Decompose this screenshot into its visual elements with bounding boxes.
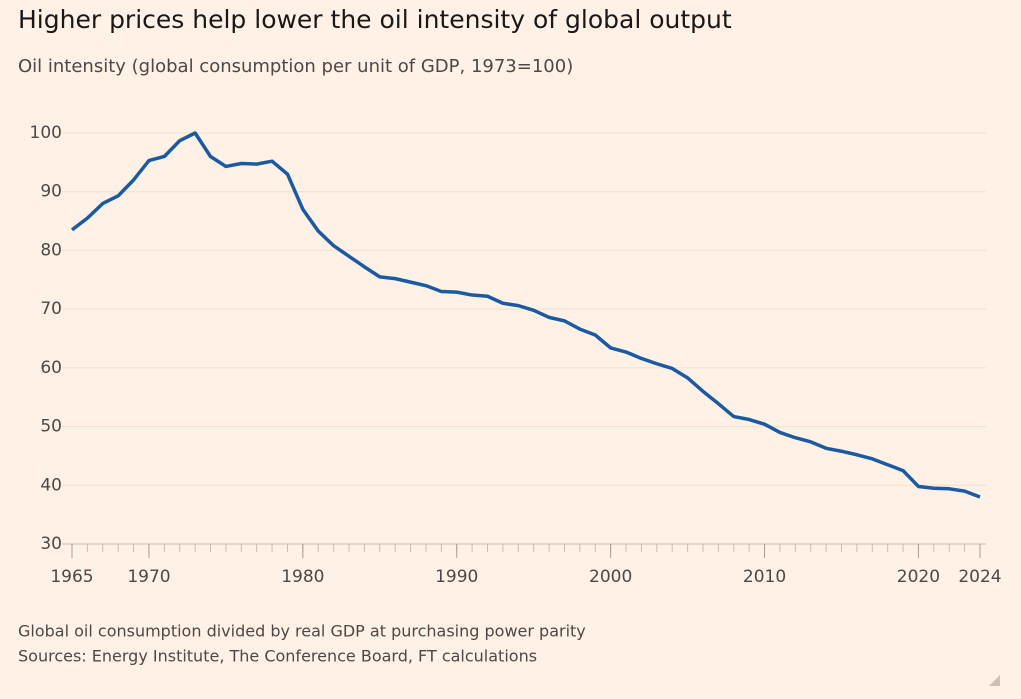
y-tick-label: 50 [40,417,62,437]
note: Global oil consumption divided by real G… [18,622,586,641]
data-line [70,131,981,499]
y-tick-label: 30 [40,534,62,554]
x-tick-label: 2000 [589,567,632,587]
y-tick-label: 60 [40,358,62,378]
chart-title: Higher prices help lower the oil intensi… [18,5,732,34]
x-tick-label: 1970 [127,567,170,587]
y-tick-label: 90 [40,182,62,202]
corner-mark [989,675,1000,686]
x-tick-label: 2024 [958,567,1001,587]
x-tick-label: 1980 [281,567,324,587]
y-tick-label: 40 [40,475,62,495]
x-tick-label: 1965 [50,567,93,587]
chart-subtitle: Oil intensity (global consumption per un… [18,56,573,77]
x-tick-label: 2020 [897,567,940,587]
x-tick-label: 1990 [435,567,478,587]
y-tick-label: 70 [40,299,62,319]
x-tick-label: 2010 [743,567,786,587]
source: Sources: Energy Institute, The Conferenc… [18,647,537,666]
y-tick-label: 100 [30,123,62,143]
y-tick-label: 80 [40,240,62,260]
